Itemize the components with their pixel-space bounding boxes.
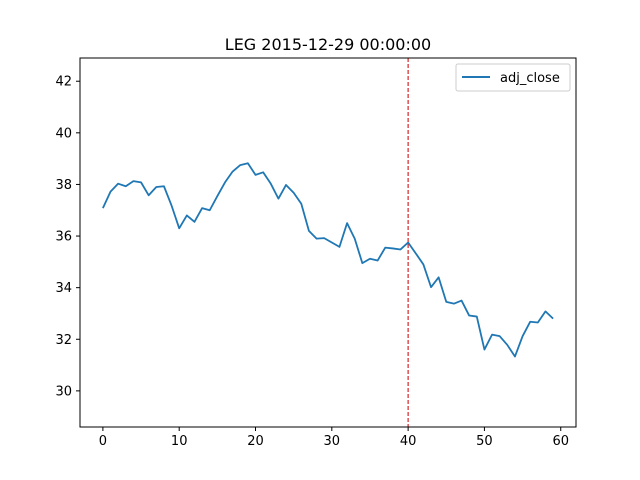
x-tick-label: 60 bbox=[552, 434, 569, 449]
chart-title: LEG 2015-12-29 00:00:00 bbox=[225, 35, 431, 54]
y-tick-label: 38 bbox=[55, 178, 72, 193]
y-tick-label: 36 bbox=[55, 230, 72, 245]
x-tick-label: 10 bbox=[171, 434, 188, 449]
series-line-adj-close bbox=[102, 162, 554, 358]
x-tick-label: 20 bbox=[247, 434, 264, 449]
x-tick-label: 40 bbox=[400, 434, 417, 449]
y-tick-label: 40 bbox=[55, 126, 72, 141]
y-tick-label: 30 bbox=[55, 384, 72, 399]
axes-frame bbox=[79, 57, 577, 428]
y-tick-label: 34 bbox=[55, 281, 72, 296]
legend-box bbox=[455, 63, 571, 92]
legend-label-adj-close: adj_close bbox=[500, 71, 560, 86]
x-tick-label: 30 bbox=[324, 434, 341, 449]
y-tick-label: 42 bbox=[55, 75, 72, 90]
x-tick-label: 0 bbox=[99, 434, 107, 449]
x-tick-label: 50 bbox=[476, 434, 493, 449]
plot-area: 0 10 20 30 40 50 60 30 32 34 36 38 40 42 bbox=[55, 57, 577, 449]
y-tick-label: 32 bbox=[55, 333, 72, 348]
legend: adj_close bbox=[455, 63, 571, 92]
